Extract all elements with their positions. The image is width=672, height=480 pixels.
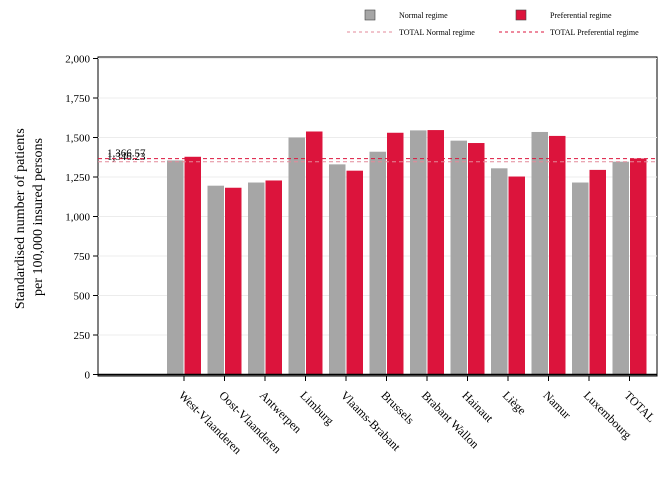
bar-preferential-8	[508, 176, 525, 375]
bar-normal-3	[288, 137, 305, 375]
bar-normal-5	[369, 151, 386, 375]
y-tick-label: 1,750	[65, 93, 90, 105]
bar-normal-0	[167, 160, 184, 375]
bar-normal-10	[572, 182, 589, 375]
legend-label-total-normal: TOTAL Normal regime	[399, 28, 475, 37]
y-axis-title-line-2: per 100,000 insured persons	[31, 138, 46, 296]
bar-normal-11	[612, 161, 629, 375]
bar-normal-6	[410, 130, 427, 375]
reference-line-label-1: 1,366.57	[107, 148, 146, 160]
legend-swatch-normal	[364, 9, 376, 21]
x-tick-label: Hainaut	[459, 388, 496, 425]
bar-preferential-0	[184, 156, 201, 375]
x-tick-label: TOTAL	[621, 388, 658, 425]
bar-normal-9	[531, 131, 548, 375]
bar-normal-7	[450, 140, 467, 375]
bar-preferential-2	[265, 180, 282, 375]
y-tick-label: 250	[74, 330, 91, 342]
bar-normal-2	[248, 182, 265, 375]
y-axis-title-line-1: Standardised number of patients	[13, 128, 28, 309]
bar-preferential-3	[306, 131, 323, 375]
legend-label-preferential: Preferential regime	[550, 11, 612, 20]
x-tick-label: Brussels	[378, 388, 417, 427]
legend-label-total-preferential: TOTAL Preferential regime	[550, 28, 639, 37]
bar-preferential-4	[346, 170, 363, 375]
bar-preferential-11	[630, 158, 647, 375]
bar-preferential-10	[589, 169, 606, 375]
bar-normal-4	[329, 164, 346, 375]
x-axis: West-VlaanderenOost-VlaanderenAntwerpenL…	[98, 373, 658, 457]
y-tick-label: 500	[74, 291, 91, 303]
x-tick-label: Limburg	[297, 388, 336, 427]
y-tick-label: 1,500	[65, 133, 90, 145]
bar-preferential-6	[427, 130, 444, 375]
bar-normal-8	[491, 168, 508, 375]
bars	[167, 130, 647, 375]
x-tick-label: Namur	[540, 388, 573, 421]
bar-preferential-1	[225, 187, 242, 375]
y-tick-label: 750	[74, 251, 91, 263]
y-axis: 0 250 500 750 1,000 1,250 1,500 1,750 2,000	[65, 54, 98, 382]
x-tick-label: Liège	[500, 388, 529, 417]
reference-line-label-0: 1,346.23	[107, 151, 146, 163]
bar-preferential-9	[549, 135, 566, 375]
legend-swatch-preferential	[515, 9, 527, 21]
legend-label-normal: Normal regime	[399, 11, 448, 20]
y-axis-title: Standardised number of patients per 100,…	[13, 125, 46, 309]
y-tick-label: 1,000	[65, 212, 90, 224]
bar-preferential-5	[387, 132, 404, 375]
reference-lines: 1,346.231,366.57	[98, 148, 657, 163]
legend: Normal regime Preferential regime TOTAL …	[347, 9, 639, 37]
y-tick-label: 0	[85, 370, 91, 382]
y-tick-label: 1,250	[65, 172, 90, 184]
y-tick-label: 2,000	[65, 54, 90, 66]
bar-normal-1	[207, 185, 224, 375]
bar-preferential-7	[468, 143, 485, 375]
